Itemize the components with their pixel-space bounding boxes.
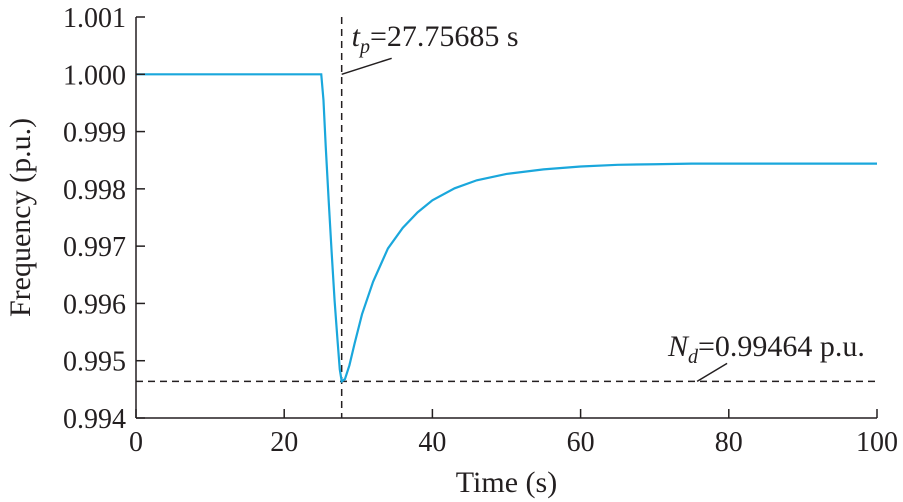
x-axis-ticks: 0 20 40 60 80 100 bbox=[129, 409, 898, 458]
y-tick-label: 0.997 bbox=[63, 232, 126, 263]
x-tick-label: 100 bbox=[856, 427, 898, 458]
y-tick-label: 1.000 bbox=[63, 60, 126, 91]
y-tick-label: 0.999 bbox=[63, 118, 126, 149]
x-axis-title: Time (s) bbox=[456, 466, 557, 499]
y-tick-label: 0.995 bbox=[63, 347, 126, 378]
nadir-annotation: Nd=0.99464 p.u. bbox=[667, 330, 865, 382]
nadir-leader-line bbox=[696, 362, 728, 382]
reference-lines bbox=[136, 17, 877, 418]
axes bbox=[135, 17, 877, 419]
y-axis-title: Frequency (p.u.) bbox=[4, 118, 37, 317]
nadir-label: Nd=0.99464 p.u. bbox=[667, 330, 865, 368]
y-tick-label: 0.998 bbox=[63, 175, 126, 206]
tp-symbol: t bbox=[352, 20, 361, 53]
y-tick-label: 1.001 bbox=[63, 3, 126, 34]
x-tick-label: 0 bbox=[129, 427, 143, 458]
tp-value: =27.75685 s bbox=[370, 20, 519, 53]
tp-subscript: p bbox=[358, 36, 370, 58]
peak-time-leader-line bbox=[341, 57, 392, 76]
nd-symbol: N bbox=[667, 330, 690, 363]
y-tick-label: 0.994 bbox=[63, 404, 126, 435]
peak-time-label: tp=27.75685 s bbox=[352, 20, 519, 58]
y-axis-ticks: 0.994 0.995 0.996 0.997 0.998 0.999 1.000 1.001 bbox=[63, 3, 145, 435]
frequency-series-line bbox=[136, 73, 877, 384]
peak-time-annotation: tp=27.75685 s bbox=[341, 20, 519, 76]
x-tick-label: 60 bbox=[567, 427, 595, 458]
x-tick-label: 40 bbox=[418, 427, 446, 458]
x-tick-label: 80 bbox=[715, 427, 743, 458]
nd-value: =0.99464 p.u. bbox=[698, 330, 865, 363]
nd-subscript: d bbox=[688, 346, 699, 368]
x-tick-label: 20 bbox=[270, 427, 298, 458]
y-tick-label: 0.996 bbox=[63, 289, 126, 320]
